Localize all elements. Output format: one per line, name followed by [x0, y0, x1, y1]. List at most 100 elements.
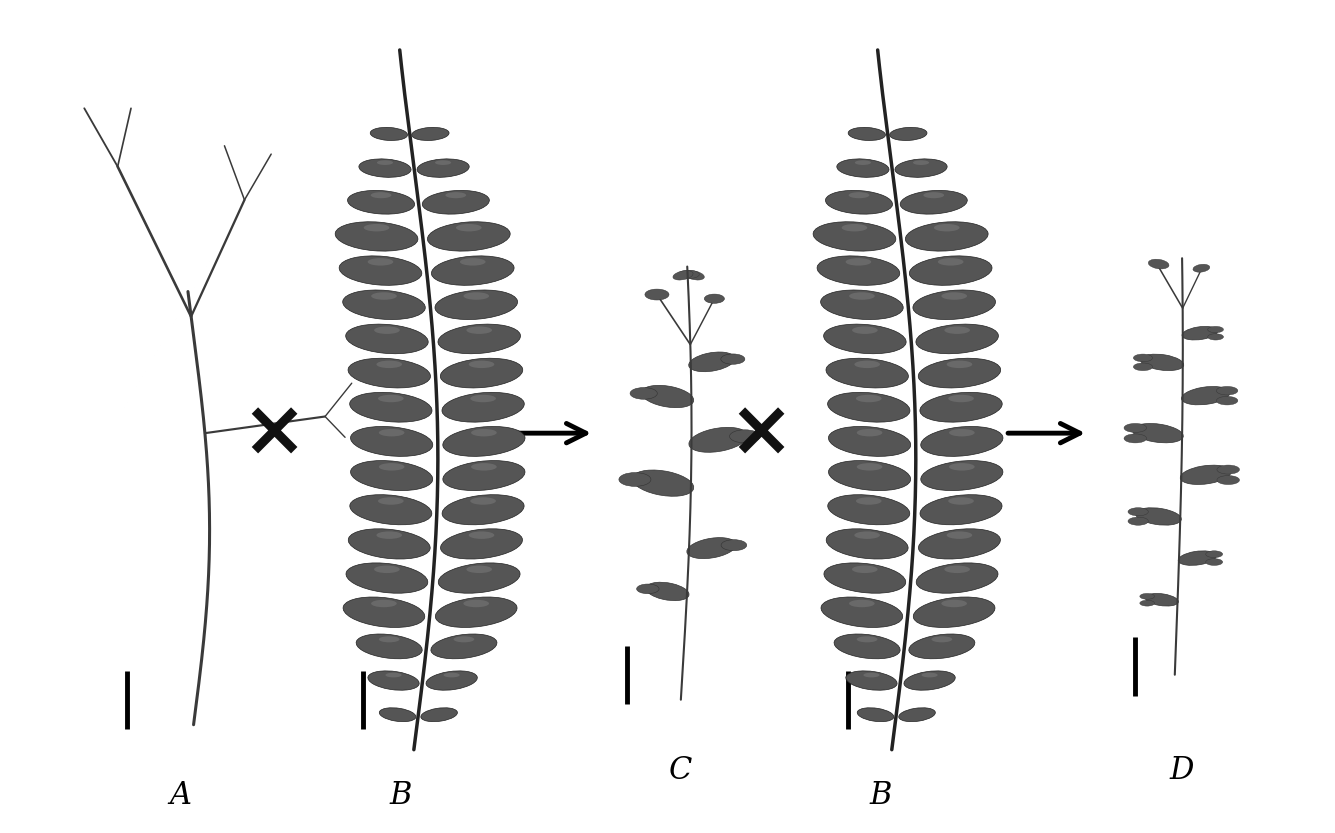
Ellipse shape — [335, 222, 418, 251]
Ellipse shape — [729, 430, 760, 443]
Ellipse shape — [689, 427, 748, 452]
Ellipse shape — [469, 361, 494, 368]
Ellipse shape — [350, 392, 433, 422]
Ellipse shape — [1216, 397, 1238, 405]
Ellipse shape — [348, 358, 430, 388]
Ellipse shape — [367, 258, 394, 266]
Ellipse shape — [343, 597, 425, 627]
Ellipse shape — [948, 395, 973, 402]
Ellipse shape — [705, 294, 725, 303]
Ellipse shape — [828, 392, 910, 422]
Ellipse shape — [852, 566, 877, 573]
Ellipse shape — [446, 192, 466, 198]
Ellipse shape — [864, 673, 880, 677]
Ellipse shape — [857, 708, 894, 721]
Text: D: D — [1169, 755, 1193, 786]
Ellipse shape — [343, 290, 426, 320]
Ellipse shape — [1193, 264, 1210, 272]
Ellipse shape — [1218, 476, 1239, 485]
Ellipse shape — [854, 160, 870, 165]
Ellipse shape — [817, 256, 900, 286]
Ellipse shape — [854, 531, 880, 539]
Ellipse shape — [386, 673, 402, 677]
Ellipse shape — [920, 392, 1003, 422]
Ellipse shape — [921, 461, 1003, 491]
Ellipse shape — [949, 429, 975, 436]
Ellipse shape — [905, 222, 988, 251]
Ellipse shape — [941, 292, 967, 300]
Ellipse shape — [346, 563, 427, 593]
Ellipse shape — [422, 191, 490, 214]
Ellipse shape — [426, 671, 478, 691]
Ellipse shape — [417, 159, 469, 177]
Ellipse shape — [421, 708, 458, 721]
Ellipse shape — [645, 289, 669, 300]
Text: A: A — [170, 780, 191, 811]
Ellipse shape — [852, 327, 877, 334]
Ellipse shape — [470, 395, 495, 402]
Text: B: B — [870, 780, 892, 811]
Ellipse shape — [1218, 465, 1239, 474]
Ellipse shape — [371, 192, 391, 198]
Ellipse shape — [454, 636, 474, 642]
Ellipse shape — [1181, 327, 1218, 340]
Ellipse shape — [371, 600, 396, 607]
Ellipse shape — [1208, 334, 1223, 340]
Ellipse shape — [646, 582, 689, 601]
Ellipse shape — [918, 529, 1000, 559]
Ellipse shape — [947, 361, 972, 368]
Ellipse shape — [438, 324, 521, 354]
Ellipse shape — [351, 426, 433, 456]
Ellipse shape — [857, 636, 877, 642]
Ellipse shape — [471, 463, 497, 471]
Ellipse shape — [378, 497, 403, 505]
Ellipse shape — [904, 671, 956, 691]
Ellipse shape — [1206, 551, 1223, 557]
Ellipse shape — [469, 531, 494, 539]
Ellipse shape — [949, 463, 975, 471]
Ellipse shape — [944, 566, 971, 573]
Ellipse shape — [376, 160, 392, 165]
Ellipse shape — [837, 159, 889, 177]
Ellipse shape — [442, 392, 525, 422]
Ellipse shape — [466, 327, 493, 334]
Ellipse shape — [378, 395, 403, 402]
Ellipse shape — [1128, 507, 1148, 516]
Ellipse shape — [849, 192, 869, 198]
Ellipse shape — [721, 354, 745, 364]
Ellipse shape — [350, 495, 431, 525]
Ellipse shape — [1208, 327, 1223, 332]
Ellipse shape — [339, 256, 422, 286]
Ellipse shape — [435, 290, 518, 320]
Ellipse shape — [438, 563, 521, 593]
Ellipse shape — [849, 600, 874, 607]
Ellipse shape — [470, 497, 495, 505]
Ellipse shape — [466, 566, 493, 573]
Ellipse shape — [909, 634, 975, 659]
Ellipse shape — [841, 224, 868, 232]
Ellipse shape — [630, 387, 657, 399]
Ellipse shape — [686, 537, 736, 559]
Ellipse shape — [944, 327, 971, 334]
Ellipse shape — [913, 160, 929, 165]
Ellipse shape — [379, 429, 405, 436]
Ellipse shape — [368, 671, 419, 691]
Ellipse shape — [371, 292, 396, 300]
Ellipse shape — [431, 634, 497, 659]
Ellipse shape — [894, 159, 947, 177]
Text: ×: × — [242, 395, 306, 471]
Ellipse shape — [849, 292, 874, 300]
Ellipse shape — [857, 463, 882, 471]
Ellipse shape — [442, 495, 525, 525]
Ellipse shape — [363, 224, 390, 232]
Ellipse shape — [374, 566, 399, 573]
Ellipse shape — [1179, 551, 1216, 566]
Ellipse shape — [889, 127, 926, 141]
Ellipse shape — [356, 634, 422, 659]
Ellipse shape — [828, 495, 909, 525]
Ellipse shape — [370, 127, 407, 141]
Ellipse shape — [443, 461, 525, 491]
Ellipse shape — [359, 159, 411, 177]
Ellipse shape — [348, 529, 430, 559]
Ellipse shape — [1145, 593, 1179, 606]
